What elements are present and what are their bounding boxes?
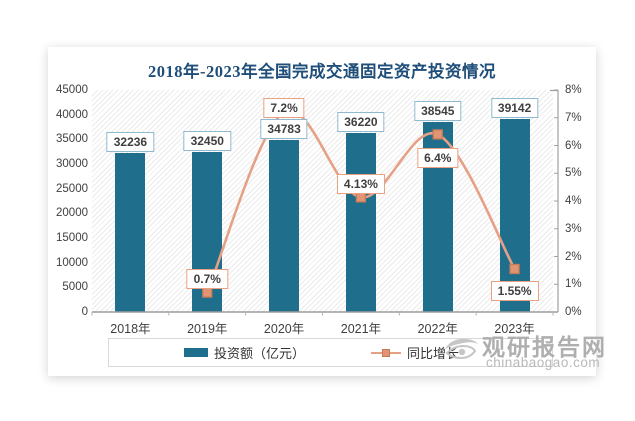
plot-area xyxy=(92,90,553,312)
right-axis-tick: 7% xyxy=(565,111,582,124)
legend-label-investment: 投资额（亿元） xyxy=(214,346,306,361)
growth-rate-label: 1.55% xyxy=(490,280,539,301)
swirl-eye-logo-icon xyxy=(445,338,478,360)
right-axis-tick: 6% xyxy=(565,139,582,152)
investment-bar xyxy=(115,152,146,312)
right-axis-tick: 1% xyxy=(565,278,582,291)
left-axis-tick: 40000 xyxy=(56,108,88,121)
bar-value-label: 32450 xyxy=(183,130,231,151)
bar-value-label: 34783 xyxy=(260,119,308,140)
right-axis-tick: 3% xyxy=(565,222,582,235)
legend-label-growth: 同比增长 xyxy=(407,346,460,361)
x-axis-label: 2023年 xyxy=(494,322,535,336)
growth-rate-label: 6.4% xyxy=(417,148,459,169)
left-axis-tick: 15000 xyxy=(56,232,88,244)
growth-rate-label: 4.13% xyxy=(336,174,385,195)
legend: 投资额（亿元） 同比增长 xyxy=(108,338,553,367)
legend-item-investment: 投资额（亿元） xyxy=(184,339,305,366)
x-axis-label: 2021年 xyxy=(340,322,382,336)
left-axis-tick: 30000 xyxy=(56,158,88,170)
left-axis-tick: 45000 xyxy=(56,84,88,96)
watermark: 观研报告网 chinabaogao.com xyxy=(440,326,635,380)
right-axis-tick: 4% xyxy=(565,195,582,207)
legend-item-growth: 同比增长 xyxy=(371,339,459,366)
bar-value-label: 39142 xyxy=(490,97,539,118)
investment-bar xyxy=(269,140,300,312)
chart-title: 2018年-2023年全国完成交通固定资产投资情况 xyxy=(148,62,496,81)
x-axis-label: 2018年 xyxy=(110,322,151,336)
right-axis-tick: 5% xyxy=(565,167,582,180)
watermark-site-name: 观研报告网 xyxy=(482,334,607,360)
growth-rate-label: 7.2% xyxy=(263,98,305,119)
right-axis-tick: 2% xyxy=(565,250,582,263)
x-axis-label: 2020年 xyxy=(263,322,305,336)
investment-bar xyxy=(345,133,376,312)
x-axis-label: 2019年 xyxy=(187,322,228,336)
right-axis-tick: 8% xyxy=(565,84,582,96)
left-axis-tick: 10000 xyxy=(56,256,88,269)
growth-rate-label: 0.7% xyxy=(186,268,228,289)
bar-value-label: 32236 xyxy=(106,131,155,152)
x-axis-label: 2022年 xyxy=(417,322,458,336)
right-axis-tick: 0% xyxy=(565,306,582,318)
left-axis-tick: 0 xyxy=(81,306,88,318)
bar-value-label: 38545 xyxy=(414,100,462,121)
bar-swatch-icon xyxy=(184,348,208,357)
watermark-site-url: chinabaogao.com xyxy=(486,355,601,370)
left-axis-tick: 20000 xyxy=(56,207,88,220)
left-axis-tick: 5000 xyxy=(62,281,88,294)
line-marker-swatch-icon xyxy=(371,348,401,357)
chart-card: 2018年-2023年全国完成交通固定资产投资情况 45000 40000 3500… xyxy=(48,47,596,376)
bar-value-label: 36220 xyxy=(337,112,385,133)
left-axis-tick: 25000 xyxy=(56,182,88,195)
left-axis-tick: 35000 xyxy=(56,133,88,146)
